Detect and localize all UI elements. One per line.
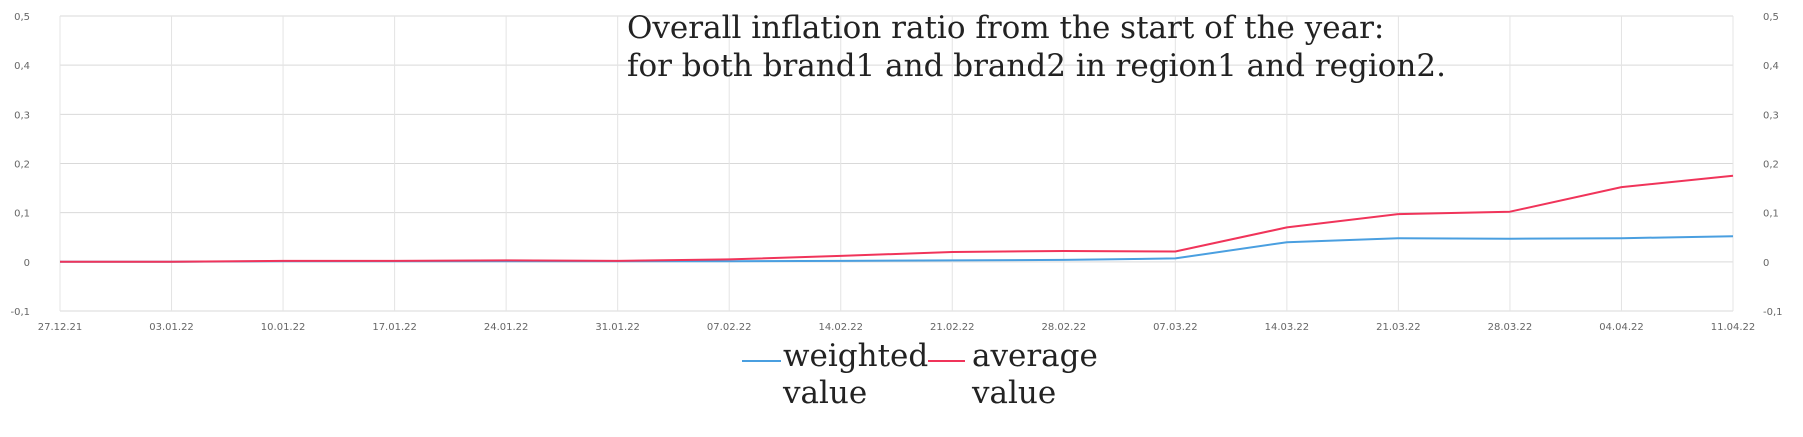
- x-tick-label: 14.03.22: [1265, 322, 1310, 333]
- legend-item-average-value: average value: [928, 338, 1098, 411]
- legend: weighted value average value: [742, 338, 1098, 411]
- chart-title-line-1: Overall inflation ratio from the start o…: [627, 10, 1384, 46]
- x-tick-label: 21.02.22: [930, 322, 975, 333]
- y-tick-label-left: 0,5: [14, 12, 30, 23]
- x-tick-label: 28.03.22: [1488, 322, 1533, 333]
- y-tick-label-left: -0,1: [10, 307, 30, 318]
- legend-label-weighted-line-2: value: [782, 375, 867, 411]
- x-tick-label: 11.04.22: [1711, 322, 1756, 333]
- y-tick-label-right: -0,1: [1763, 307, 1783, 318]
- y-tick-label-left: 0,3: [14, 110, 30, 121]
- x-tick-label: 24.01.22: [484, 322, 529, 333]
- y-axis-right: -0,1 0 0,1 0,2 0,3 0,4 0,5: [1763, 12, 1783, 318]
- y-tick-label-right: 0,1: [1763, 209, 1779, 220]
- y-tick-label-right: 0: [1763, 258, 1769, 269]
- x-tick-label: 03.01.22: [149, 322, 194, 333]
- legend-label-weighted-line-1: weighted: [783, 338, 928, 374]
- x-tick-label: 07.03.22: [1153, 322, 1198, 333]
- legend-item-weighted-value: weighted value: [742, 338, 928, 411]
- y-tick-label-left: 0,4: [14, 61, 30, 72]
- x-tick-label: 17.01.22: [372, 322, 417, 333]
- x-tick-label: 07.02.22: [707, 322, 752, 333]
- x-axis: 27.12.21 03.01.22 10.01.22 17.01.22 24.01.22…: [38, 322, 1756, 333]
- y-tick-label-left: 0: [24, 258, 30, 269]
- y-tick-label-left: 0,1: [14, 209, 30, 220]
- x-tick-label: 28.02.22: [1042, 322, 1087, 333]
- y-tick-label-left: 0,2: [14, 160, 30, 171]
- y-tick-label-right: 0,5: [1763, 12, 1779, 23]
- series-line-average-value: [60, 174, 1734, 263]
- series-line-weighted-value: [60, 235, 1734, 263]
- x-tick-label: 10.01.22: [261, 322, 306, 333]
- y-axis-left: -0,1 0 0,1 0,2 0,3 0,4 0,5: [10, 12, 30, 318]
- x-tick-label: 14.02.22: [818, 322, 863, 333]
- series-lines: [60, 174, 1734, 263]
- y-tick-label-right: 0,3: [1763, 110, 1779, 121]
- x-tick-label: 27.12.21: [38, 322, 83, 333]
- chart-title-line-2: for both brand1 and brand2 in region1 an…: [627, 48, 1446, 84]
- legend-label-average-line-1: average: [972, 338, 1098, 374]
- legend-label-average-line-2: value: [971, 375, 1056, 411]
- y-tick-label-right: 0,2: [1763, 160, 1779, 171]
- x-tick-label: 21.03.22: [1376, 322, 1421, 333]
- y-tick-label-right: 0,4: [1763, 61, 1779, 72]
- x-tick-label: 04.04.22: [1599, 322, 1644, 333]
- x-tick-label: 31.01.22: [595, 322, 640, 333]
